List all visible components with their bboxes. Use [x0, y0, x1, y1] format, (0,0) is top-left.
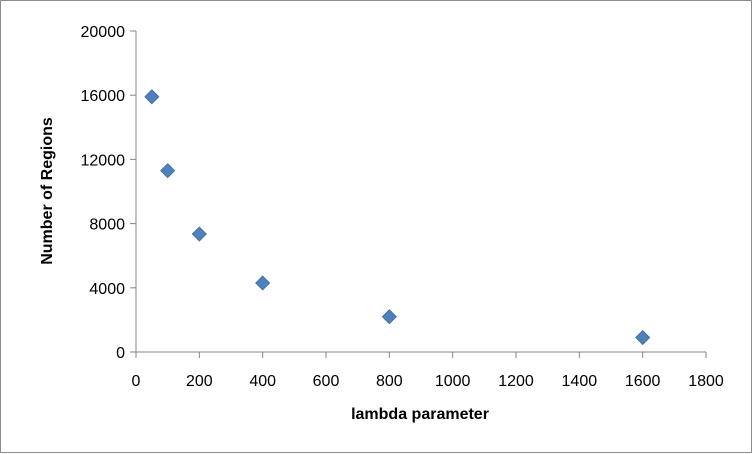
y-tick-label: 8000 [89, 217, 125, 234]
axes [130, 30, 707, 358]
data-point [144, 89, 160, 105]
tick-labels: 0 4000 8000 12000 16000 20000 0 200 400 600 800 100… [81, 24, 724, 390]
x-tick-label: 600 [313, 373, 340, 390]
data-point [255, 275, 271, 291]
y-tick-label: 12000 [81, 152, 126, 169]
data-point [160, 163, 176, 179]
x-tick-label: 1200 [498, 373, 534, 390]
x-tick-label: 1000 [435, 373, 471, 390]
y-tick-label: 20000 [81, 24, 126, 41]
x-tick-label: 0 [132, 373, 141, 390]
x-tick-label: 1600 [625, 373, 661, 390]
data-point [381, 309, 397, 325]
y-tick-label: 4000 [89, 281, 125, 298]
data-point [635, 329, 651, 346]
y-tick-label: 16000 [81, 88, 126, 105]
y-tick-label: 0 [116, 345, 125, 362]
x-tick-label: 800 [376, 373, 403, 390]
data-point [191, 226, 207, 242]
x-tick-label: 200 [186, 373, 213, 390]
x-tick-label: 1800 [688, 373, 724, 390]
y-axis-title: Number of Regions [39, 117, 56, 265]
data-points [144, 89, 651, 346]
x-axis-title: lambda parameter [351, 406, 489, 423]
x-tick-label: 1400 [562, 373, 598, 390]
x-tick-label: 400 [249, 373, 276, 390]
